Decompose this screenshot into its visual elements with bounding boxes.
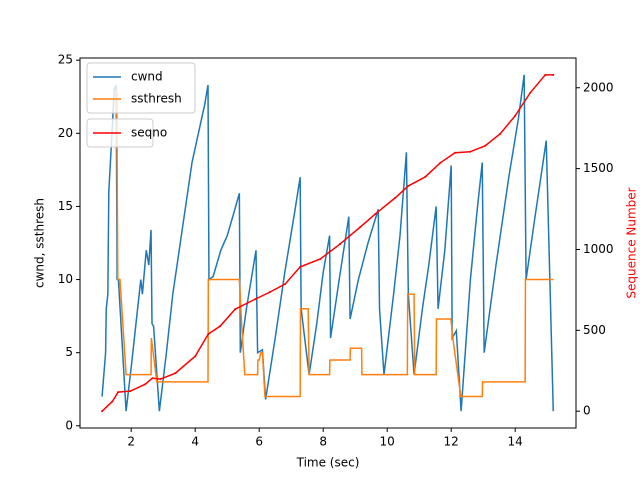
x-tick-label: 6: [255, 435, 263, 449]
seqno-point: [284, 283, 287, 286]
seqno-point: [234, 308, 237, 311]
x-tick-label: 10: [380, 435, 395, 449]
seqno-point: [499, 132, 502, 135]
y2-axis-label: Sequence Number: [625, 187, 639, 298]
y2-tick-label: 1000: [583, 242, 614, 256]
seqno-point: [552, 73, 555, 76]
seqno-point: [394, 196, 397, 199]
x-axis-label: Time (sec): [296, 456, 360, 470]
x-tick-label: 14: [508, 435, 523, 449]
seqno-point: [544, 73, 547, 76]
seqno-point: [299, 265, 302, 268]
seqno-point: [319, 258, 322, 261]
seqno-point: [117, 391, 120, 394]
y-tick-label: 0: [65, 418, 73, 432]
x-tick-label: 2: [127, 435, 135, 449]
x-tick-label: 4: [191, 435, 199, 449]
series-line: [116, 89, 554, 398]
seqno-point: [424, 175, 427, 178]
seqno-point: [101, 410, 104, 413]
x-tick-label: 12: [444, 435, 459, 449]
plot-frame: [79, 57, 577, 429]
y2-tick-label: 500: [583, 323, 606, 337]
seqno-point: [469, 150, 472, 153]
seqno-point: [454, 151, 457, 154]
legend-label: seqno: [131, 126, 167, 140]
seqno-point: [359, 225, 362, 228]
y-tick-label: 5: [65, 345, 73, 359]
y-axis-label: cwnd, ssthresh: [33, 198, 47, 288]
seqno-point: [144, 383, 147, 386]
seqno-point: [374, 212, 377, 215]
seqno-point: [254, 298, 257, 301]
legend-label: cwnd: [131, 70, 163, 84]
y-tick-label: 20: [58, 126, 73, 140]
y2-tick-label: 2000: [583, 80, 614, 94]
seqno-point: [407, 184, 410, 187]
seqno-point: [174, 372, 177, 375]
seqno-point: [194, 355, 197, 358]
legend-box: [86, 62, 196, 114]
series-line: [101, 74, 555, 412]
y2-tick-label: 0: [583, 404, 591, 418]
legend-label: ssthresh: [131, 92, 182, 106]
seqno-point: [159, 378, 162, 381]
seqno-point: [439, 161, 442, 164]
y-tick-label: 15: [58, 199, 73, 213]
seqno-point: [111, 400, 114, 403]
seqno-point: [207, 333, 210, 336]
y-tick-label: 25: [58, 53, 73, 67]
seqno-point: [529, 91, 532, 94]
y2-tick-label: 1500: [583, 161, 614, 175]
seqno-point: [339, 242, 342, 245]
seqno-point: [484, 144, 487, 147]
seqno-point: [269, 290, 272, 293]
y-tick-label: 10: [58, 272, 73, 286]
series-line: [101, 74, 554, 412]
seqno-point: [129, 390, 132, 393]
x-tick-label: 8: [319, 435, 327, 449]
seqno-point: [151, 377, 154, 380]
seqno-point: [514, 114, 517, 117]
seqno-point: [219, 325, 222, 328]
